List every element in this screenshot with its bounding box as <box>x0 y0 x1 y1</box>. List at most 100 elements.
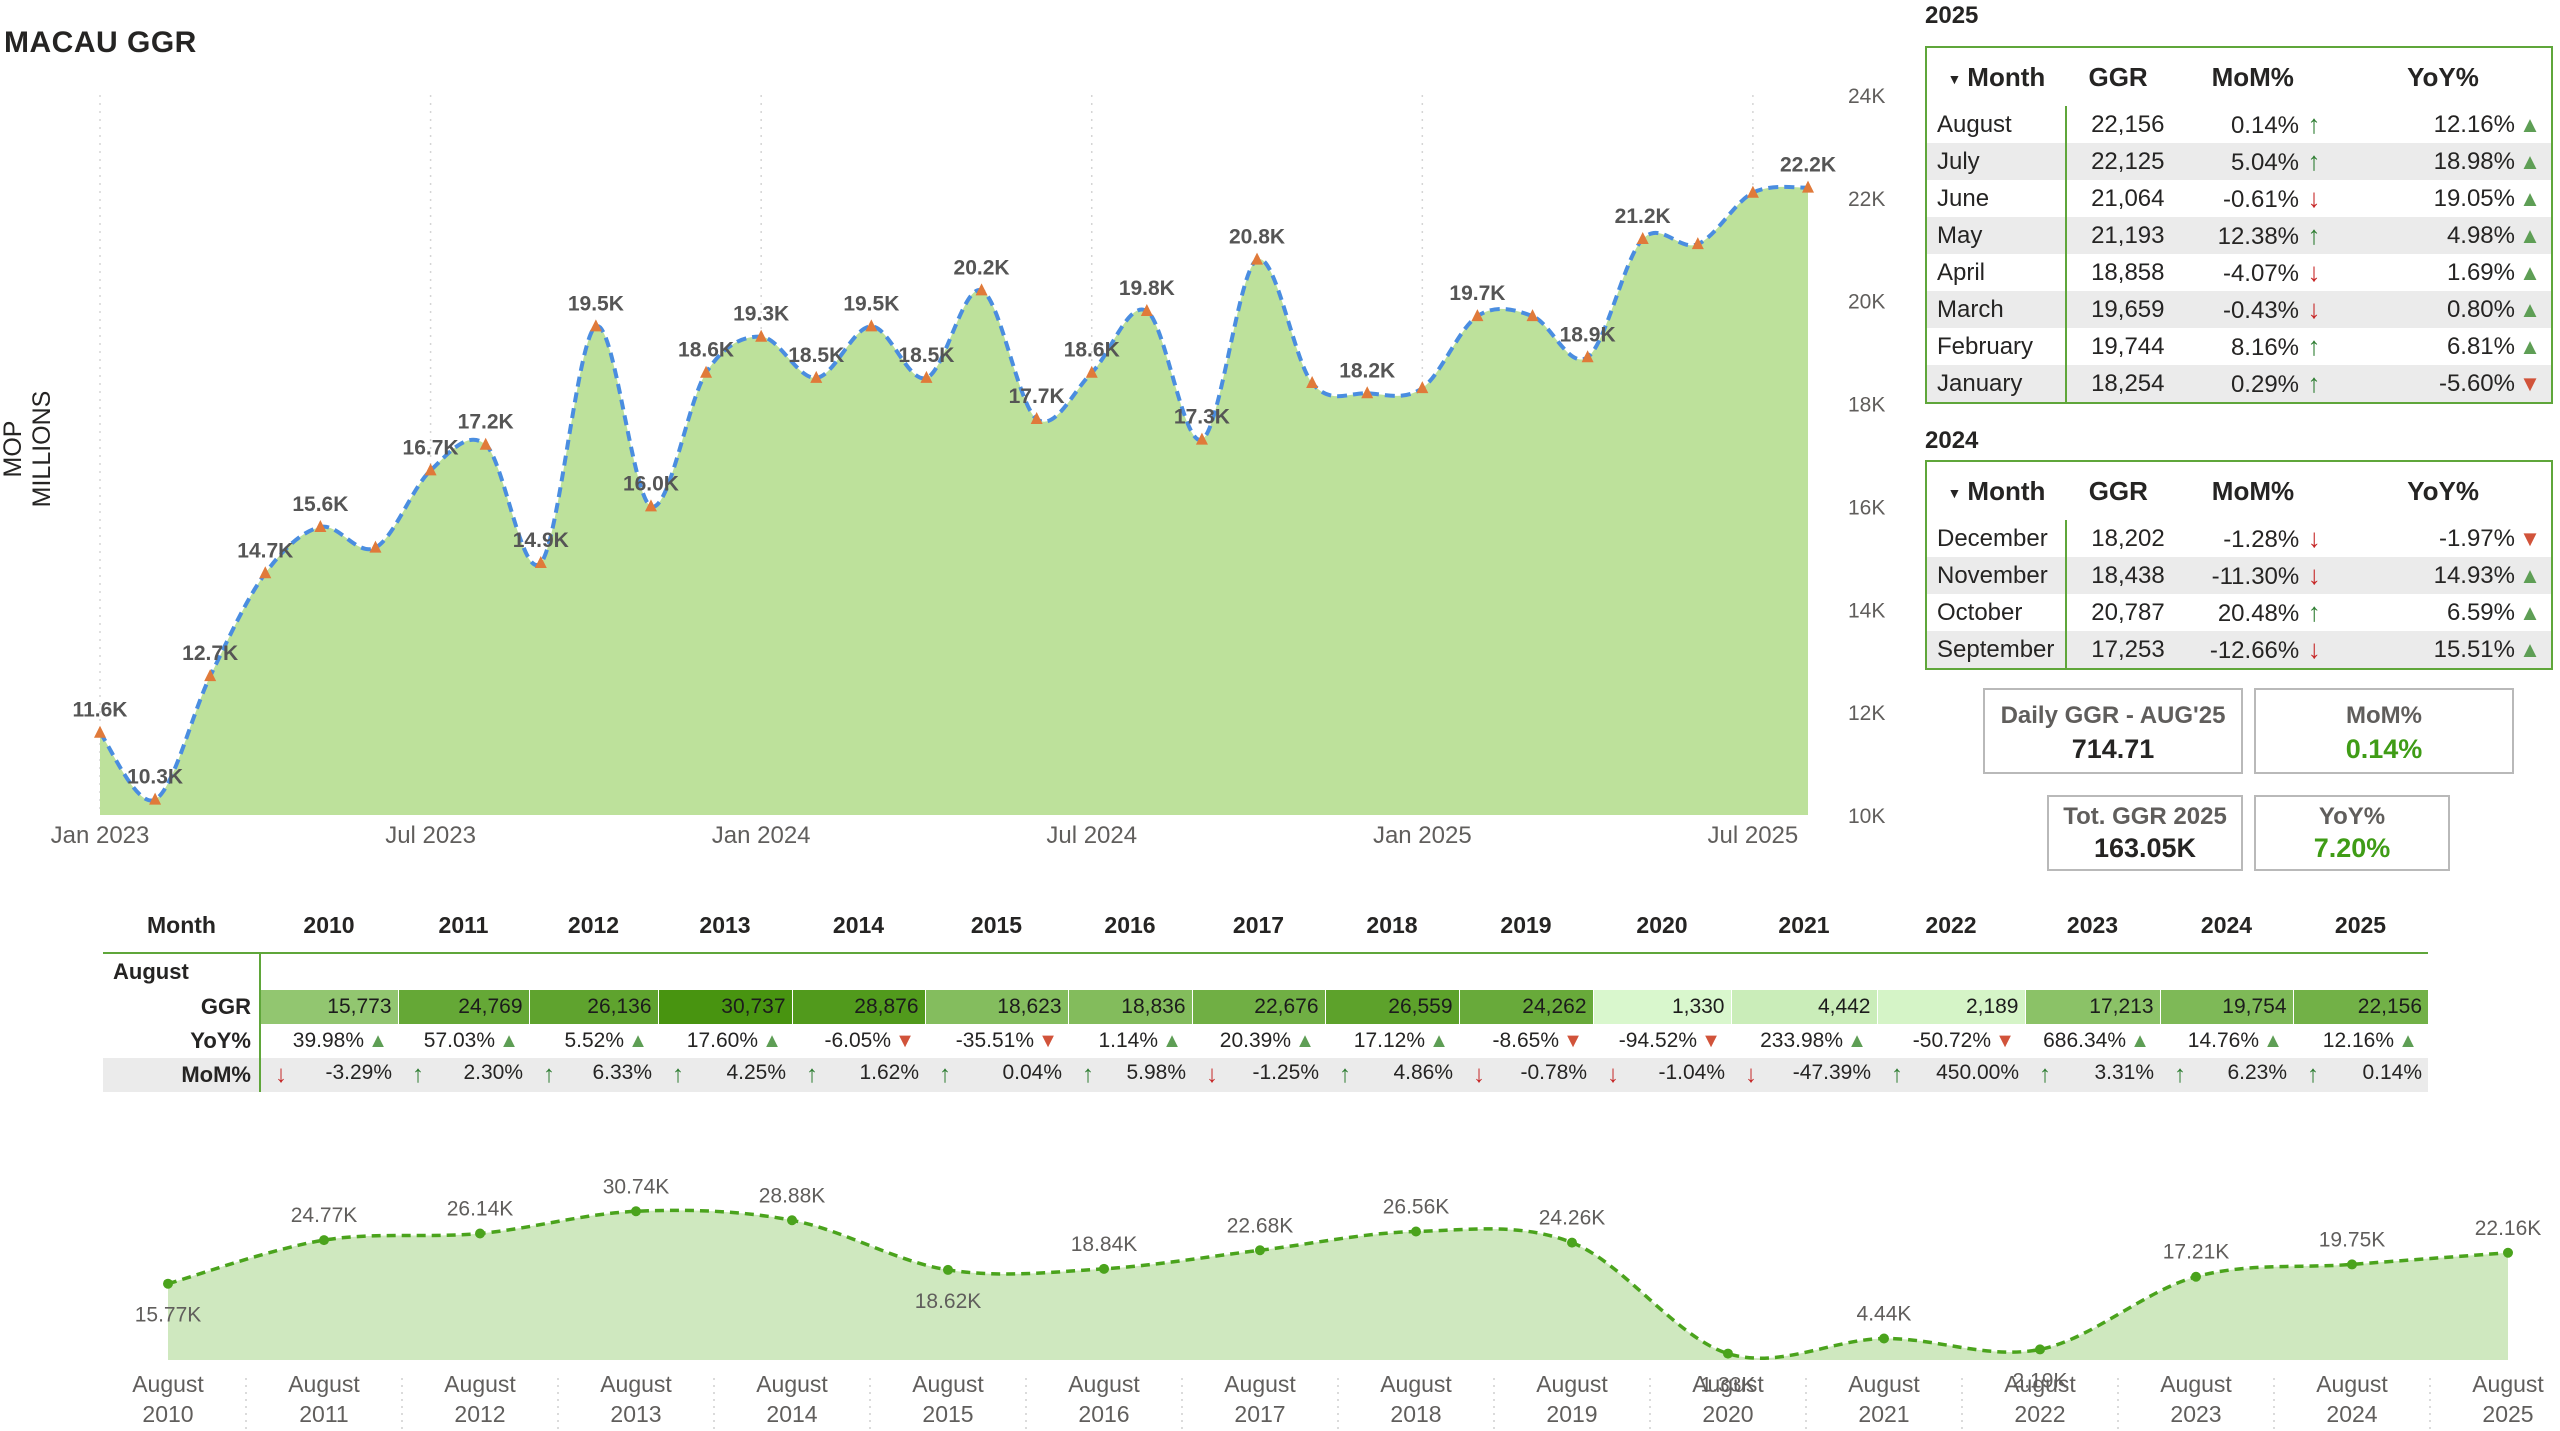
data-label: 10.3K <box>127 766 183 789</box>
column-header-year[interactable]: 2018 <box>1325 898 1459 954</box>
column-header-year[interactable]: 2010 <box>260 898 398 954</box>
sort-desc-icon[interactable]: ▼ <box>1947 70 1962 87</box>
x-tick-label: August <box>1536 1371 1608 1397</box>
table-row[interactable]: April 18,858 -4.07% ↓ 1.69% ▲ <box>1926 254 2552 291</box>
column-header-year[interactable]: 2016 <box>1068 898 1192 954</box>
table-row[interactable]: September 17,253 -12.66% ↓ 15.51% ▲ <box>1926 631 2552 669</box>
x-tick-label: 2017 <box>1234 1401 1285 1427</box>
x-tick-label: August <box>912 1371 984 1397</box>
mom-cell: ↑ 0.04% <box>925 1058 1068 1092</box>
column-header-year[interactable]: 2017 <box>1192 898 1325 954</box>
column-header-ggr[interactable]: GGR <box>2088 475 2148 506</box>
data-label: 17.3K <box>1174 406 1230 429</box>
yoy-cell: 1.14% ▲ <box>1068 1024 1192 1058</box>
column-header-year[interactable]: 2022 <box>1877 898 2025 954</box>
table-row[interactable]: July 22,125 5.04% ↑ 18.98% ▲ <box>1926 143 2552 180</box>
column-header-yoy[interactable]: YoY% <box>2407 61 2479 92</box>
arrow-up-icon: ↑ <box>939 1061 951 1088</box>
column-header-month[interactable]: ▼ Month <box>1947 475 2046 506</box>
group-row: August <box>103 953 2428 990</box>
column-header-ggr[interactable]: GGR <box>2088 61 2148 92</box>
month-cell: October <box>1926 594 2067 631</box>
column-header-year[interactable]: 2021 <box>1731 898 1877 954</box>
column-header-year[interactable]: 2012 <box>529 898 658 954</box>
column-header-mom[interactable]: MoM% <box>2211 61 2294 92</box>
triangle-up-icon: ▲ <box>2519 185 2541 211</box>
data-point <box>204 669 217 682</box>
triangle-down-icon: ▼ <box>1563 1030 1583 1052</box>
table-row-ggr[interactable]: GGR 15,773 24,769 26,136 30,737 28,876 18,623 1… <box>103 990 2428 1024</box>
mom-value: 8.16% <box>2230 334 2300 361</box>
data-point <box>1879 1333 1889 1344</box>
mom-cell: 0.29% ↑ <box>2170 365 2336 403</box>
mom-value: -4.07% <box>2222 260 2300 287</box>
data-point <box>589 319 602 332</box>
x-tick-label: 2013 <box>610 1401 661 1427</box>
table-row[interactable]: January 18,254 0.29% ↑ -5.60% ▼ <box>1926 365 2552 403</box>
month-cell: February <box>1926 328 2067 365</box>
data-point <box>149 792 162 805</box>
mom-value: -3.29% <box>325 1061 392 1084</box>
arrow-down-icon: ↓ <box>2307 523 2321 553</box>
table-row-yoy[interactable]: YoY% 39.98% ▲ 57.03% ▲ 5.52% ▲ 17.60% ▲ -6.05% ▼ -3… <box>103 1024 2428 1058</box>
data-point <box>810 370 823 383</box>
ggr-cell: 17,253 <box>2065 631 2171 669</box>
yoy-cell: 18.98% ▲ <box>2335 143 2552 180</box>
column-header-month[interactable]: ▼ Month <box>1947 61 2046 92</box>
x-tick-label: August <box>288 1371 360 1397</box>
arrow-up-icon: ↑ <box>672 1061 684 1088</box>
sort-desc-icon[interactable]: ▼ <box>1947 484 1962 501</box>
data-label: 18.2K <box>1339 359 1395 382</box>
table-row[interactable]: March 19,659 -0.43% ↓ 0.80% ▲ <box>1926 291 2552 328</box>
yoy-value: -50.72% <box>1912 1029 1991 1052</box>
table-row[interactable]: June 21,064 -0.61% ↓ 19.05% ▲ <box>1926 180 2552 217</box>
column-header-year[interactable]: 2025 <box>2293 898 2428 954</box>
ggr-cell: 21,193 <box>2065 217 2171 254</box>
column-header-month[interactable]: Month <box>103 898 260 954</box>
column-header-year[interactable]: 2023 <box>2025 898 2160 954</box>
data-point <box>631 1206 641 1217</box>
ggr-cell: 18,254 <box>2065 365 2171 403</box>
table-row[interactable]: August 22,156 0.14% ↑ 12.16% ▲ <box>1926 106 2552 143</box>
column-header-year[interactable]: 2019 <box>1459 898 1593 954</box>
table-row[interactable]: December 18,202 -1.28% ↓ -1.97% ▼ <box>1926 520 2552 557</box>
yoy-card: YoY% 7.20% <box>2254 795 2450 871</box>
triangle-up-icon: ▲ <box>1429 1030 1449 1052</box>
data-label: 16.0K <box>623 472 679 495</box>
month-cell: September <box>1926 631 2067 669</box>
data-point <box>424 463 437 476</box>
ggr-cell: 2,189 <box>1876 990 2025 1024</box>
column-header-year[interactable]: 2014 <box>792 898 925 954</box>
mom-value: -1.28% <box>2223 526 2300 553</box>
august-yearly-chart[interactable]: 15.77K August 2010 24.77K August 2011 26.14K Au… <box>0 1120 2560 1431</box>
data-label: 17.7K <box>1009 385 1065 408</box>
ggr-cell: 22,156 <box>2292 990 2428 1024</box>
data-label: 22.68K <box>1227 1214 1294 1237</box>
column-header-year[interactable]: 2013 <box>658 898 792 954</box>
table-row[interactable]: May 21,193 12.38% ↑ 4.98% ▲ <box>1926 217 2552 254</box>
column-header-year[interactable]: 2020 <box>1593 898 1731 954</box>
table-row[interactable]: October 20,787 20.48% ↑ 6.59% ▲ <box>1926 594 2552 631</box>
table-row[interactable]: November 18,438 -11.30% ↓ 14.93% ▲ <box>1926 557 2552 594</box>
column-header-year[interactable]: 2011 <box>398 898 529 954</box>
y-tick-label: 20K <box>1848 291 1885 314</box>
arrow-up-icon: ↑ <box>806 1061 818 1088</box>
month-cell: April <box>1926 254 2067 291</box>
triangle-up-icon: ▲ <box>1295 1030 1315 1052</box>
mom-cell: -4.07% ↓ <box>2170 254 2335 291</box>
column-header-year[interactable]: 2015 <box>925 898 1068 954</box>
mom-cell: ↑ 6.33% <box>529 1058 658 1092</box>
y-tick-label: 10K <box>1848 805 1885 828</box>
mom-value: 3.31% <box>2094 1061 2154 1084</box>
table-row-mom[interactable]: MoM% ↓ -3.29% ↑ 2.30% ↑ 6.33% ↑ 4.25% ↑ 1.62% ↑ 0.04… <box>103 1058 2428 1092</box>
column-header-yoy[interactable]: YoY% <box>2407 475 2479 506</box>
table-row[interactable]: February 19,744 8.16% ↑ 6.81% ▲ <box>1926 328 2552 365</box>
yoy-value: 17.12% <box>1353 1029 1425 1052</box>
triangle-down-icon: ▼ <box>895 1030 915 1052</box>
yoy-cell: 4.98% ▲ <box>2335 217 2552 254</box>
column-header-mom[interactable]: MoM% <box>2211 475 2295 506</box>
triangle-up-icon: ▲ <box>2398 1030 2418 1052</box>
x-tick-label: 2020 <box>1702 1401 1753 1427</box>
column-header-year[interactable]: 2024 <box>2160 898 2293 954</box>
